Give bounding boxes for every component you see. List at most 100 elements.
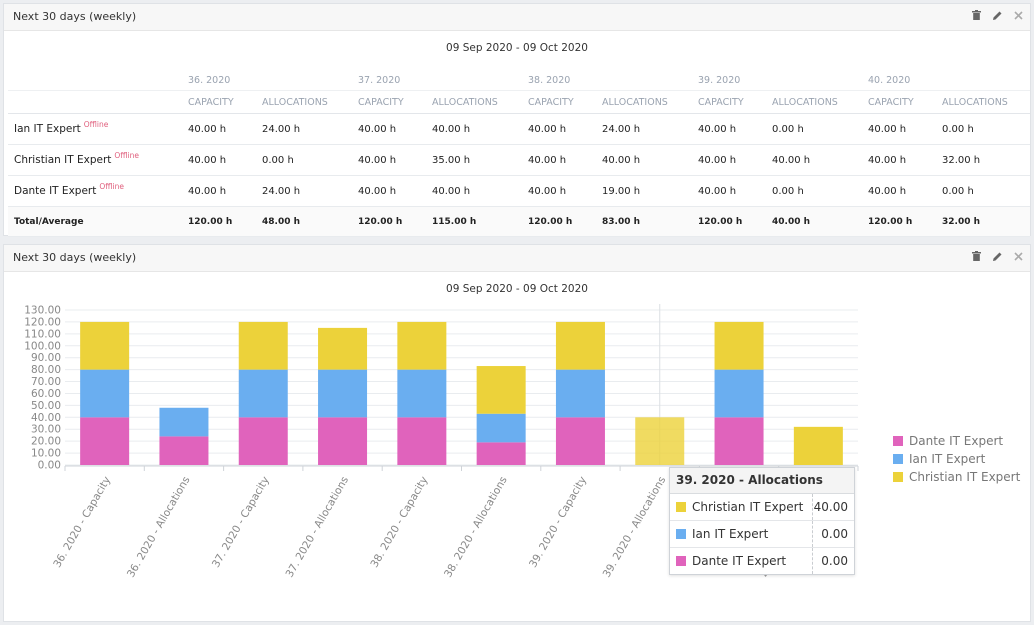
tooltip-row: Christian IT Expert 40.00 [670, 494, 854, 521]
table-cell: 19.00 h [602, 175, 698, 207]
total-cell: 32.00 h [942, 206, 1030, 237]
table-cell: 24.00 h [262, 175, 358, 207]
table-row: Dante IT Expert Offline 40.00 h 24.00 h 40.0… [8, 175, 1030, 207]
member-name-label: Christian IT Expert [14, 154, 112, 166]
total-cell: 120.00 h [528, 206, 602, 237]
table-cell: 40.00 h [698, 175, 772, 207]
swatch-icon [893, 436, 903, 446]
tooltip-row-label: Dante IT Expert [692, 554, 787, 568]
legend-item[interactable]: Dante IT Expert [893, 432, 1020, 450]
total-cell: 120.00 h [358, 206, 432, 237]
panel-title: Next 30 days (weekly) [13, 10, 137, 23]
total-cell: 48.00 h [262, 206, 358, 237]
week-header: 38. 2020 [528, 74, 571, 86]
table-cell: 0.00 h [262, 144, 358, 176]
total-cell: 120.00 h [188, 206, 262, 237]
swatch-icon [676, 529, 686, 539]
total-cell: 115.00 h [432, 206, 528, 237]
member-name-label: Dante IT Expert [14, 185, 97, 197]
trash-icon[interactable] [970, 249, 982, 263]
week-header: 40. 2020 [868, 74, 911, 86]
week-header: 36. 2020 [188, 74, 231, 86]
close-icon[interactable] [1012, 8, 1024, 22]
week-header-row: 36. 2020 37. 2020 38. 2020 39. 2020 40. … [8, 70, 1030, 91]
capacity-header: CAPACITY [528, 90, 602, 114]
tooltip-row-value: 40.00 [813, 500, 848, 514]
table-panel: Next 30 days (weekly) 09 Sep 2020 - 09 O… [3, 3, 1031, 237]
offline-badge: Offline [99, 182, 124, 191]
trash-icon[interactable] [970, 8, 982, 22]
table-cell: 40.00 h [868, 113, 942, 145]
table-cell: 35.00 h [432, 144, 528, 176]
swatch-icon [676, 556, 686, 566]
swatch-icon [893, 454, 903, 464]
allocations-header: ALLOCATIONS [772, 90, 868, 114]
table-cell: 40.00 h [188, 113, 262, 145]
column-header-row: CAPACITY ALLOCATIONS CAPACITY ALLOCATION… [8, 90, 1030, 114]
chart-legend: Dante IT Expert Ian IT Expert Christian IT… [893, 432, 1020, 486]
table-cell: 40.00 h [358, 175, 432, 207]
table-cell: 40.00 h [188, 144, 262, 176]
table-cell: 40.00 h [868, 144, 942, 176]
capacity-header: CAPACITY [188, 90, 262, 114]
pencil-icon[interactable] [991, 8, 1003, 22]
swatch-icon [676, 502, 686, 512]
tooltip-row: Ian IT Expert 0.00 [670, 521, 854, 548]
panel-header: Next 30 days (weekly) [4, 245, 1030, 272]
member-name[interactable]: Dante IT Expert Offline [8, 175, 188, 207]
table-cell: 0.00 h [772, 113, 868, 145]
close-icon[interactable] [1012, 249, 1024, 263]
table-cell: 40.00 h [432, 175, 528, 207]
legend-item[interactable]: Christian IT Expert [893, 468, 1020, 486]
capacity-header: CAPACITY [868, 90, 942, 114]
tooltip-row-label: Ian IT Expert [692, 527, 769, 541]
tooltip-row-value: 0.00 [821, 554, 848, 568]
legend-item[interactable]: Ian IT Expert [893, 450, 1020, 468]
offline-badge: Offline [83, 120, 109, 129]
tooltip-row: Dante IT Expert 0.00 [670, 548, 854, 574]
member-name-label: Ian IT Expert [14, 123, 81, 135]
allocations-header: ALLOCATIONS [432, 90, 528, 114]
table-cell: 40.00 h [602, 144, 698, 176]
member-name[interactable]: Ian IT Expert Offline [8, 113, 188, 145]
week-header: 37. 2020 [358, 74, 401, 86]
chart-tooltip: 39. 2020 - Allocations Christian IT Expe… [669, 467, 855, 575]
table-cell: 40.00 h [698, 144, 772, 176]
legend-label: Ian IT Expert [909, 452, 986, 466]
table-cell: 40.00 h [868, 175, 942, 207]
capacity-header: CAPACITY [358, 90, 432, 114]
tooltip-row-value: 0.00 [821, 527, 848, 541]
allocations-header: ALLOCATIONS [942, 90, 1030, 114]
table-cell: 40.00 h [188, 175, 262, 207]
capacity-table: 36. 2020 37. 2020 38. 2020 39. 2020 40. … [8, 70, 1030, 237]
table-row: Ian IT Expert Offline 40.00 h 24.00 h 40.00 … [8, 113, 1030, 145]
legend-label: Christian IT Expert [909, 470, 1021, 484]
chart-title: 09 Sep 2020 - 09 Oct 2020 [446, 283, 588, 295]
pencil-icon[interactable] [991, 249, 1003, 263]
member-name[interactable]: Christian IT Expert Offline [8, 144, 188, 176]
table-cell: 40.00 h [698, 113, 772, 145]
table-cell: 40.00 h [528, 113, 602, 145]
panel-title: Next 30 days (weekly) [13, 251, 137, 264]
date-range: 09 Sep 2020 - 09 Oct 2020 [446, 42, 588, 54]
table-cell: 24.00 h [602, 113, 698, 145]
capacity-header: CAPACITY [698, 90, 772, 114]
table-cell: 0.00 h [942, 113, 1030, 145]
offline-badge: Offline [114, 151, 140, 160]
legend-label: Dante IT Expert [909, 434, 1004, 448]
table-cell: 40.00 h [772, 144, 868, 176]
tooltip-title: 39. 2020 - Allocations [670, 468, 854, 494]
total-label: Total/Average [8, 206, 188, 237]
table-cell: 0.00 h [942, 175, 1030, 207]
total-cell: 120.00 h [868, 206, 942, 237]
table-cell: 40.00 h [358, 144, 432, 176]
swatch-icon [893, 472, 903, 482]
allocations-header: ALLOCATIONS [262, 90, 358, 114]
table-cell: 32.00 h [942, 144, 1030, 176]
total-cell: 120.00 h [698, 206, 772, 237]
table-cell: 40.00 h [432, 113, 528, 145]
chart-panel: Next 30 days (weekly) 09 Sep 2020 - 09 O… [3, 244, 1031, 622]
week-header: 39. 2020 [698, 74, 741, 86]
table-cell: 40.00 h [528, 144, 602, 176]
